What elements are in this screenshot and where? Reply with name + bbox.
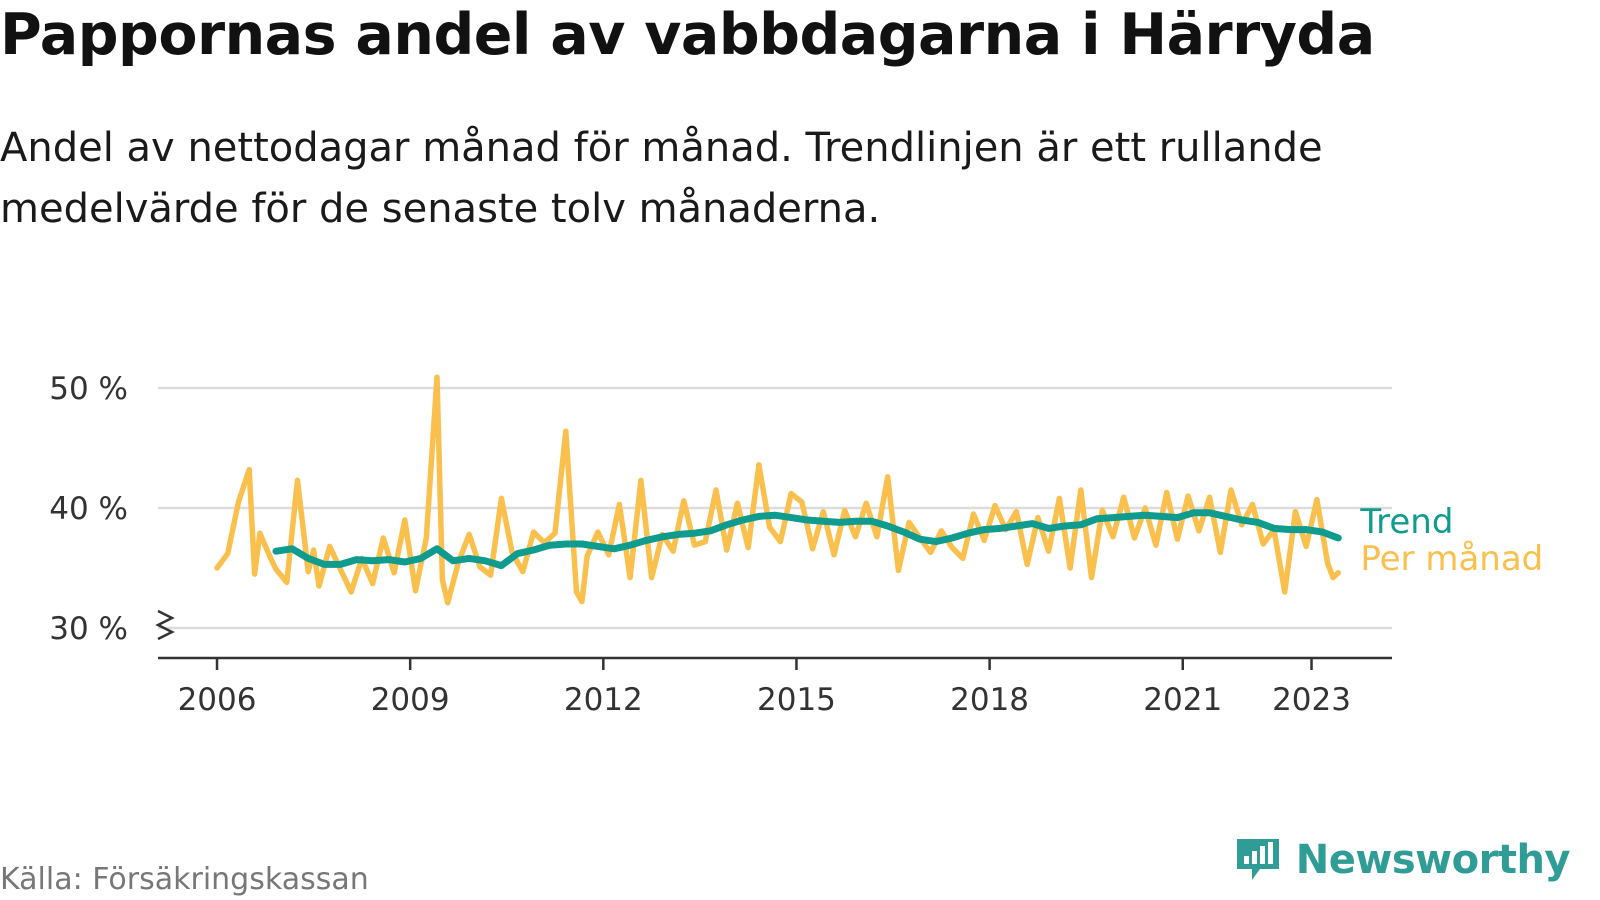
y-axis-ticks: 50 % 40 % 30 % [49,371,128,647]
brand-name: Newsworthy [1295,837,1571,883]
legend-label-per-manad: Per månad [1360,539,1543,579]
series-lines [214,374,1342,606]
series-line-trend [272,509,1342,570]
brand-logo: Newsworthy [1234,836,1571,884]
x-tick-label: 2009 [371,682,450,718]
chart-title: Pappornas andel av vabbdagarna i Härryda [0,2,1375,68]
x-tick-label: 2021 [1143,682,1222,718]
y-tick-label: 50 % [49,371,128,407]
legend-label-trend: Trend [1359,502,1453,542]
x-tick-label: 2006 [178,682,257,718]
y-tick-label: 40 % [49,491,128,527]
y-tick-label: 30 % [49,611,128,647]
x-tick-label: 2012 [564,682,643,718]
x-tick-label: 2018 [950,682,1029,718]
series-line-per-manad [214,374,1342,606]
x-tick-label: 2023 [1272,682,1351,718]
source-note: Källa: Försäkringskassan [0,862,369,897]
axis-break-icon [155,609,175,641]
x-axis [155,609,1392,660]
x-tick-label: 2015 [757,682,836,718]
chart-subtitle: Andel av nettodagar månad för månad. Tre… [0,125,1323,232]
bar-chart-speech-bubble-icon [1236,839,1279,880]
x-axis-ticks: 2006 2009 2012 2015 2018 2021 2023 [178,658,1351,718]
